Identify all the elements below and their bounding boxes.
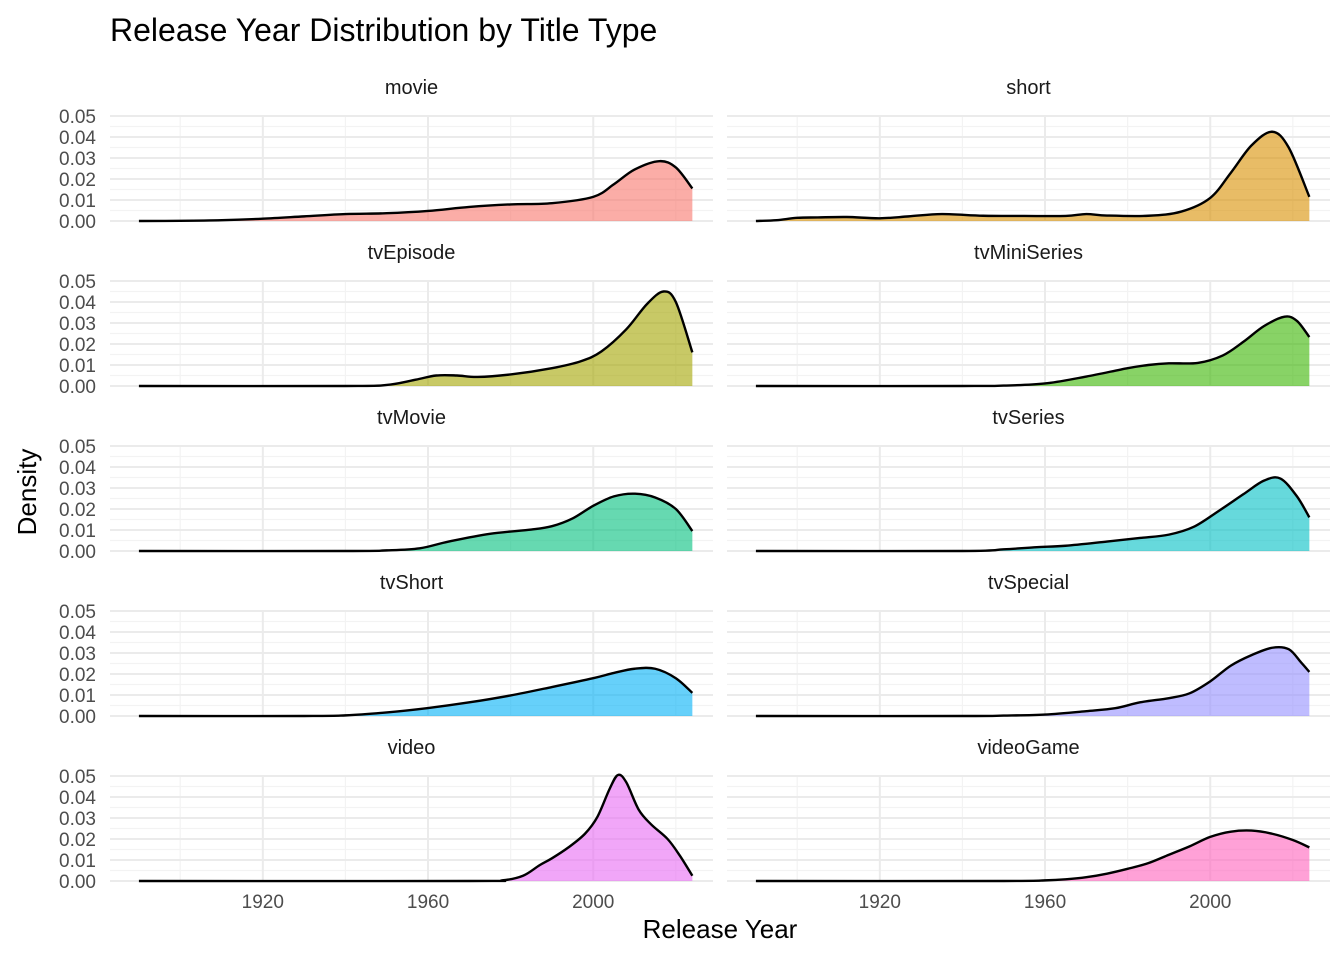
- y-tick-label: 0.02: [59, 665, 96, 686]
- density-curve-movie: [138, 159, 694, 223]
- facet-label: short: [1006, 77, 1051, 99]
- density-area-tvEpisode: [138, 291, 693, 387]
- y-tick-label: 0.04: [59, 293, 96, 314]
- y-tick-label: 0.05: [59, 272, 96, 293]
- y-tick-label: 0.05: [59, 437, 96, 458]
- y-tick-label: 0.00: [59, 542, 96, 563]
- y-tick-label: 0.04: [59, 788, 96, 809]
- facet-label: tvEpisode: [368, 242, 456, 264]
- y-tick-label: 0.04: [59, 623, 96, 644]
- y-tick-label: 0.04: [59, 128, 96, 149]
- facet-panel-videoGame: videoGame: [727, 737, 1330, 883]
- facet-label: movie: [385, 77, 438, 99]
- facet-panel-tvSpecial: tvSpecial: [727, 572, 1330, 718]
- density-area-short: [755, 131, 1310, 221]
- facet-panel-tvShort: tvShort 0.000.010.020.030.040.05: [59, 572, 713, 728]
- y-axis-title: Density: [12, 449, 42, 536]
- density-area-tvMovie: [138, 493, 693, 552]
- y-tick-label: 0.03: [59, 809, 96, 830]
- x-axis-ticks: 1920 1960 2000 1920 1960 2000: [242, 892, 1232, 913]
- facet-label: tvSeries: [992, 407, 1064, 429]
- density-area-movie: [138, 161, 693, 221]
- density-curve-tvShort: [138, 666, 694, 718]
- y-tick-label: 0.04: [59, 458, 96, 479]
- facet-label: videoGame: [977, 737, 1079, 759]
- y-tick-label: 0.05: [59, 767, 96, 788]
- y-tick-label: 0.01: [59, 851, 96, 872]
- facet-label: tvShort: [380, 572, 444, 594]
- y-tick-label: 0.01: [59, 686, 96, 707]
- y-tick-label: 0.03: [59, 314, 96, 335]
- facet-label: tvMiniSeries: [974, 242, 1083, 264]
- facet-panel-tvEpisode: tvEpisode 0.000.010.020.030.040.05: [59, 242, 713, 398]
- y-tick-label: 0.00: [59, 872, 96, 893]
- y-tick-label: 0.01: [59, 356, 96, 377]
- x-axis-title: Release Year: [643, 914, 798, 944]
- facet-label: tvMovie: [377, 407, 446, 429]
- facet-panel-tvMiniSeries: tvMiniSeries: [727, 242, 1330, 388]
- y-tick-label: 0.03: [59, 149, 96, 170]
- y-tick-label: 0.00: [59, 212, 96, 233]
- y-tick-label: 0.05: [59, 602, 96, 623]
- facet-panel-short: short: [727, 77, 1330, 223]
- x-tick-label: 1920: [859, 892, 901, 913]
- y-tick-label: 0.02: [59, 335, 96, 356]
- y-tick-label: 0.01: [59, 521, 96, 542]
- density-area-video: [138, 774, 693, 882]
- x-tick-label: 2000: [572, 892, 614, 913]
- y-tick-label: 0.02: [59, 830, 96, 851]
- facet-panel-video: video 0.000.010.020.030.040.05: [59, 737, 713, 893]
- density-curve-tvMiniSeries: [755, 315, 1311, 388]
- y-tick-label: 0.03: [59, 479, 96, 500]
- x-tick-label: 1960: [1024, 892, 1066, 913]
- y-tick-label: 0.03: [59, 644, 96, 665]
- density-curve-tvEpisode: [138, 290, 694, 388]
- x-tick-label: 2000: [1189, 892, 1231, 913]
- density-curve-tvSeries: [755, 476, 1311, 553]
- density-area-videoGame: [755, 830, 1310, 882]
- density-area-tvSeries: [755, 477, 1310, 552]
- y-tick-label: 0.02: [59, 170, 96, 191]
- density-curve-tvMovie: [138, 492, 694, 553]
- density-curve-short: [755, 130, 1311, 223]
- x-tick-label: 1920: [242, 892, 284, 913]
- chart-title: Release Year Distribution by Title Type: [110, 12, 657, 48]
- facet-label: video: [388, 737, 436, 759]
- density-curve-video: [138, 773, 694, 883]
- facet-label: tvSpecial: [988, 572, 1069, 594]
- y-tick-label: 0.00: [59, 377, 96, 398]
- y-tick-label: 0.05: [59, 107, 96, 128]
- facet-panels: movie0.000.010.020.030.040.05shorttvEpis…: [59, 77, 1330, 893]
- x-tick-label: 1960: [407, 892, 449, 913]
- density-curve-videoGame: [755, 829, 1310, 883]
- y-tick-label: 0.00: [59, 707, 96, 728]
- y-tick-label: 0.02: [59, 500, 96, 521]
- facet-panel-movie: movie 0.000.010.020.030.040.05: [59, 77, 713, 233]
- facet-panel-tvSeries: tvSeries: [727, 407, 1330, 553]
- density-area-tvShort: [138, 667, 693, 717]
- density-area-tvMiniSeries: [755, 316, 1310, 387]
- facet-panel-tvMovie: tvMovie 0.000.010.020.030.040.05: [59, 407, 713, 563]
- density-curve-tvSpecial: [755, 645, 1311, 718]
- y-tick-label: 0.01: [59, 191, 96, 212]
